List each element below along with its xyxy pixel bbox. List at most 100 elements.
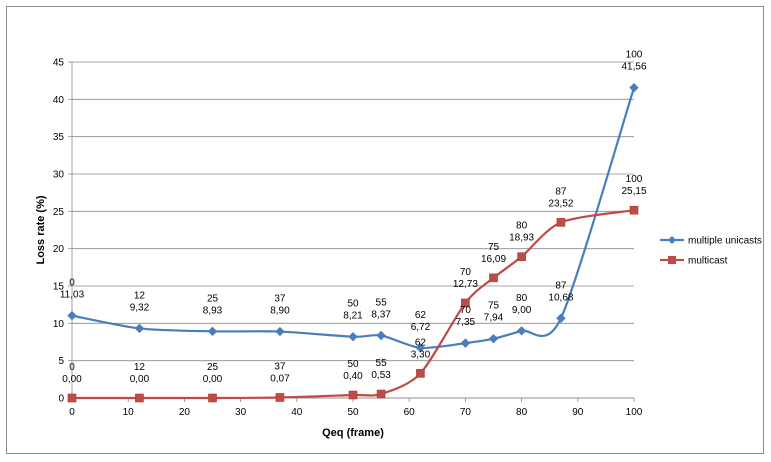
x-tick-label: 80 (516, 407, 528, 418)
data-label-y: 3,30 (411, 349, 431, 360)
x-tick-label: 30 (235, 407, 247, 418)
data-label-x: 62 (415, 337, 427, 348)
data-label-y: 12,73 (453, 279, 478, 290)
data-point-unicast (275, 326, 285, 337)
data-point-unicast (629, 82, 639, 93)
y-axis-title: Loss rate (%) (35, 195, 47, 264)
data-label-y: 18,93 (509, 233, 534, 244)
data-label-y: 7,94 (484, 313, 504, 324)
y-tick-label: 25 (53, 207, 65, 218)
data-label-y: 0,53 (371, 370, 391, 381)
y-tick-label: 45 (53, 58, 65, 69)
data-point-multicast (556, 218, 566, 227)
data-label-x: 37 (274, 361, 286, 372)
legend-entry-label: multicast (688, 256, 728, 267)
data-label-y: 25,15 (621, 186, 646, 197)
data-point-multicast (275, 393, 285, 402)
data-label-x: 75 (488, 242, 500, 253)
x-tick-label: 100 (626, 407, 643, 418)
data-label-y: 8,21 (343, 311, 363, 322)
x-tick-label: 70 (460, 407, 472, 418)
legend: multiple unicasts multicast (660, 236, 762, 267)
data-label-x: 0 (69, 362, 75, 373)
x-tick-label: 40 (291, 407, 303, 418)
x-tick-label: 50 (347, 407, 359, 418)
data-label-y: 6,72 (411, 322, 431, 333)
data-label-x: 75 (488, 301, 500, 312)
x-tick-label: 0 (69, 407, 75, 418)
y-tick-label: 20 (53, 244, 65, 255)
data-point-multicast (135, 393, 144, 403)
data-label-y: 0,00 (130, 374, 150, 385)
data-point-unicast (348, 331, 358, 342)
y-tick-label: 15 (53, 282, 65, 293)
data-label-y: 0,40 (343, 371, 363, 382)
y-tick-label: 35 (53, 132, 65, 143)
series-markers (67, 82, 639, 403)
y-tick-label: 40 (53, 95, 65, 106)
data-label-y: 0,00 (203, 374, 223, 385)
data-point-multicast (208, 393, 217, 403)
data-label-x: 50 (347, 359, 359, 370)
y-tick-label: 5 (58, 356, 64, 367)
legend-marker-diamond (668, 236, 676, 244)
x-tick-label: 90 (572, 407, 584, 418)
data-label-x: 55 (376, 298, 388, 309)
data-point-multicast (629, 205, 639, 215)
y-tick-label: 0 (58, 394, 64, 405)
x-axis-title: Qeq (frame) (322, 427, 384, 439)
data-point-multicast (376, 389, 386, 399)
data-label-x: 87 (555, 280, 567, 291)
data-label-y: 8,93 (203, 305, 223, 316)
data-point-multicast (461, 298, 470, 308)
data-point-unicast (488, 334, 499, 344)
data-label-y: 16,09 (481, 254, 506, 265)
data-label-y: 9,00 (512, 305, 532, 316)
data-label-x: 37 (274, 294, 286, 305)
y-tick-label: 30 (53, 170, 65, 181)
series-lines (71, 87, 636, 400)
data-point-unicast (556, 313, 566, 323)
data-label-y: 23,52 (548, 198, 573, 209)
data-label-y: 7,35 (456, 317, 476, 328)
data-label-x: 80 (516, 293, 528, 304)
data-label-x: 50 (347, 299, 359, 310)
data-point-unicast (67, 310, 77, 321)
data-label-y: 0,00 (62, 374, 82, 385)
data-point-unicast (134, 323, 145, 334)
data-label-x: 87 (555, 186, 567, 197)
data-label-x: 70 (460, 305, 472, 316)
data-label-x: 12 (134, 362, 146, 373)
data-label-x: 62 (415, 310, 427, 321)
data-label-y: 10,68 (548, 292, 573, 303)
data-point-multicast (517, 252, 526, 261)
x-tick-label: 20 (179, 407, 191, 418)
data-point-unicast (207, 326, 218, 337)
data-label-x: 0 (69, 278, 75, 289)
data-label-x: 100 (626, 174, 643, 185)
data-label-y: 0,07 (270, 373, 290, 384)
data-label-x: 100 (626, 50, 643, 61)
data-point-multicast (348, 390, 358, 400)
data-point-unicast (415, 343, 426, 353)
data-point-unicast (516, 326, 527, 336)
data-point-multicast (489, 273, 498, 283)
data-label-y: 8,90 (270, 306, 290, 317)
data-point-multicast (416, 369, 425, 378)
data-point-unicast (376, 330, 386, 341)
data-label-x: 80 (516, 221, 528, 232)
legend-entry-label: multiple unicasts (688, 236, 762, 247)
data-label-x: 55 (376, 358, 388, 369)
x-tick-label: 10 (123, 407, 135, 418)
data-label-y: 9,32 (130, 302, 150, 313)
data-label-x: 25 (207, 293, 219, 304)
legend-marker-square (668, 256, 676, 264)
data-label-y: 11,03 (60, 290, 85, 301)
x-tick-label: 60 (404, 407, 416, 418)
data-label-y: 8,37 (371, 310, 391, 321)
data-point-unicast (460, 338, 471, 348)
data-point-multicast (67, 393, 77, 403)
data-label-x: 70 (460, 267, 472, 278)
